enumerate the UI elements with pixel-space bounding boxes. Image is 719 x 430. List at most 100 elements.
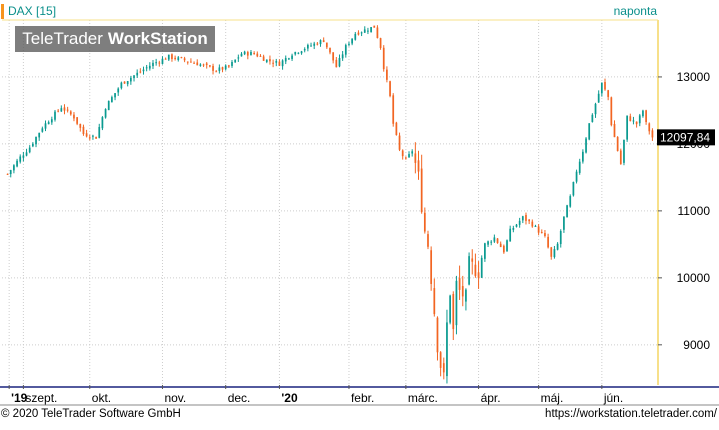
candle-body xyxy=(610,97,613,126)
candle-body xyxy=(335,59,338,68)
candle-body xyxy=(597,93,600,103)
candle-body xyxy=(623,139,625,163)
candle-body xyxy=(19,156,22,162)
candle-body xyxy=(50,119,53,123)
series-color-marker xyxy=(1,3,4,19)
candle-body xyxy=(193,62,195,64)
last-price-label: 12097,84 xyxy=(660,130,710,144)
candle-body xyxy=(569,196,572,207)
candle-body xyxy=(449,295,451,323)
candle-body xyxy=(69,111,72,115)
candle-body xyxy=(645,110,647,123)
x-tick-label: dec. xyxy=(228,391,251,405)
candle-body xyxy=(95,136,97,139)
candle-body xyxy=(313,43,316,46)
candle-body xyxy=(73,114,75,119)
candle-body xyxy=(540,231,543,234)
candle-body xyxy=(265,59,268,62)
candle-body xyxy=(275,61,278,63)
candle-body xyxy=(25,152,28,156)
candle-body xyxy=(490,241,493,243)
candle-body xyxy=(136,72,139,76)
candle-body xyxy=(164,58,167,60)
candle-body xyxy=(386,69,388,80)
logo-brand: TeleTrader xyxy=(22,29,103,48)
candle-body xyxy=(310,45,312,47)
chart-header-symbol: DAX [15] xyxy=(1,3,56,19)
y-tick-label: 13000 xyxy=(677,70,711,84)
candle-body xyxy=(417,160,420,172)
candle-body xyxy=(294,52,297,55)
candle-body xyxy=(582,151,584,162)
last-price-tag xyxy=(657,129,715,146)
candle-body xyxy=(341,54,344,59)
candle-body xyxy=(411,151,414,154)
candle-body xyxy=(404,157,407,159)
logo-product: WorkStation xyxy=(107,29,208,48)
candle-body xyxy=(613,123,616,138)
candle-body xyxy=(442,363,445,373)
candle-body xyxy=(54,111,56,120)
candle-body xyxy=(180,57,183,59)
x-tick-label: okt. xyxy=(92,391,111,405)
candle-body xyxy=(224,65,227,70)
symbol-label: DAX [15] xyxy=(8,4,57,18)
candle-body xyxy=(221,67,224,70)
candle-body xyxy=(123,81,126,84)
candle-body xyxy=(243,51,246,55)
candle-body xyxy=(44,123,47,129)
x-tick-label: szept. xyxy=(25,391,57,405)
candle-body xyxy=(231,62,233,66)
candle-body xyxy=(553,249,556,258)
candle-body xyxy=(446,322,448,377)
candle-body xyxy=(534,225,537,227)
candle-body xyxy=(474,264,477,276)
candle-body xyxy=(22,155,25,158)
candle-body xyxy=(607,90,610,97)
candle-body xyxy=(351,38,353,44)
candle-body xyxy=(196,62,199,66)
candle-body xyxy=(544,233,546,236)
copyright-text: © 2020 TeleTrader Software GmbH xyxy=(1,408,181,420)
candle-body xyxy=(521,216,524,221)
candle-body xyxy=(319,40,322,45)
candle-body xyxy=(363,29,366,33)
candle-body xyxy=(439,352,442,368)
candle-body xyxy=(322,40,325,42)
candle-body xyxy=(303,49,306,51)
candle-body xyxy=(117,88,120,93)
candle-body xyxy=(468,256,470,285)
candle-body xyxy=(506,240,508,252)
candle-body xyxy=(120,82,123,89)
candle-body xyxy=(104,109,107,118)
candle-body xyxy=(66,109,69,111)
candle-body xyxy=(28,147,31,153)
candle-body xyxy=(76,117,78,124)
candle-body xyxy=(547,236,549,248)
candle-body xyxy=(651,130,654,138)
candle-body xyxy=(572,181,575,196)
candle-body xyxy=(142,69,145,72)
candle-body xyxy=(259,55,262,57)
candle-body xyxy=(297,52,300,54)
candle-body xyxy=(480,257,483,278)
candle-body xyxy=(575,171,578,182)
x-tick-label: nov. xyxy=(164,391,186,405)
candle-body xyxy=(465,289,467,302)
candle-body xyxy=(423,212,426,232)
candle-body xyxy=(278,61,281,66)
candle-body xyxy=(129,77,132,82)
candle-body xyxy=(566,205,568,218)
candle-body xyxy=(600,82,603,94)
candle-body xyxy=(41,128,44,132)
candle-body xyxy=(202,64,205,66)
candle-body xyxy=(484,243,486,259)
candle-body xyxy=(395,122,398,136)
candle-body xyxy=(414,153,417,163)
candle-body xyxy=(57,110,60,112)
candle-body xyxy=(284,58,287,62)
x-tick-label: '20 xyxy=(281,391,298,405)
candle-body xyxy=(604,82,606,90)
source-url-link[interactable]: https://workstation.teletrader.com/ xyxy=(545,408,717,420)
candle-body xyxy=(237,57,240,59)
